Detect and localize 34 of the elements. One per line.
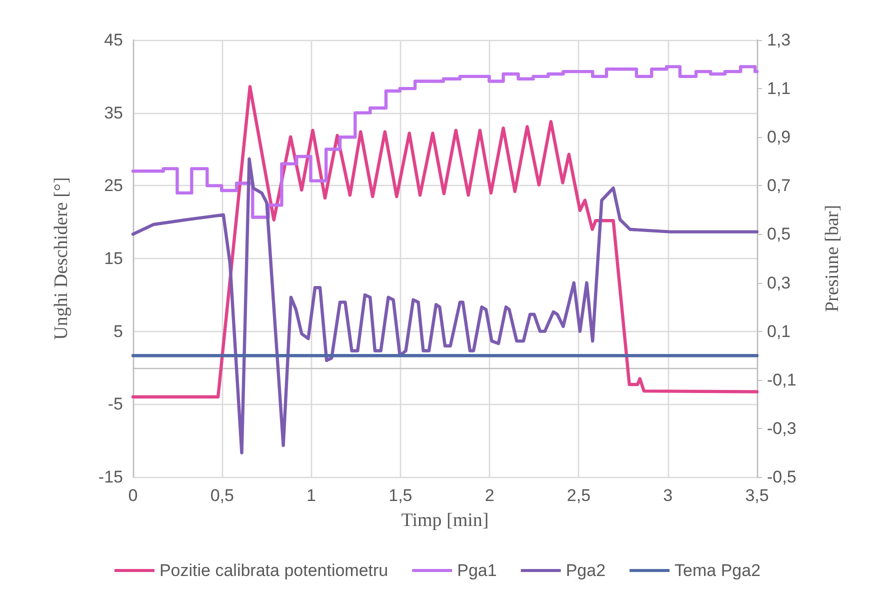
y-tick-label: -15	[98, 468, 123, 486]
y2-tick-label: 1,1	[767, 79, 791, 98]
y2-axis-title: Presiune [bar]	[822, 204, 843, 312]
x-axis-title: Timp [min]	[401, 510, 489, 531]
line-series	[131, 157, 759, 454]
y2-tick-label: 0,9	[767, 128, 791, 147]
y2-tick-label: 0,5	[767, 224, 791, 244]
x-tick-label: 0,5	[210, 486, 234, 505]
y2-tick-label: 0,7	[767, 176, 791, 196]
x-tick-label: 2,5	[566, 486, 591, 505]
legend-label: Pozitie calibrata potentiometru	[159, 561, 388, 580]
x-tick-label: 3,5	[745, 486, 769, 505]
y-axis-title: Unghi Deschidere [°]	[51, 177, 72, 340]
y2-tick-label: 1,3	[767, 30, 791, 50]
x-tick-label: 1,5	[388, 486, 412, 505]
legend-label: Pga2	[566, 561, 606, 580]
y-tick-label: 5	[114, 322, 123, 341]
x-tick-label: 1	[306, 486, 316, 505]
y-tick-label: -5	[108, 394, 123, 414]
x-tick-label: 3	[663, 486, 673, 505]
x-tick-label: 0	[128, 486, 138, 505]
y-tick-label: 15	[104, 249, 123, 268]
y-tick-label: 25	[104, 176, 123, 196]
x-tick-label: 2	[484, 486, 494, 505]
line-series	[131, 85, 759, 398]
y2-tick-label: 0,1	[767, 322, 791, 341]
y2-tick-label: 0,3	[767, 273, 791, 292]
legend-label: Pga1	[457, 561, 497, 580]
y2-tick-label: -0,5	[767, 468, 796, 486]
legend-label: Tema Pga2	[674, 561, 761, 580]
y2-tick-label: -0,1	[767, 370, 796, 390]
y-tick-label: 45	[104, 30, 123, 50]
y2-tick-label: -0,3	[767, 418, 796, 438]
y-tick-label: 35	[104, 103, 123, 122]
